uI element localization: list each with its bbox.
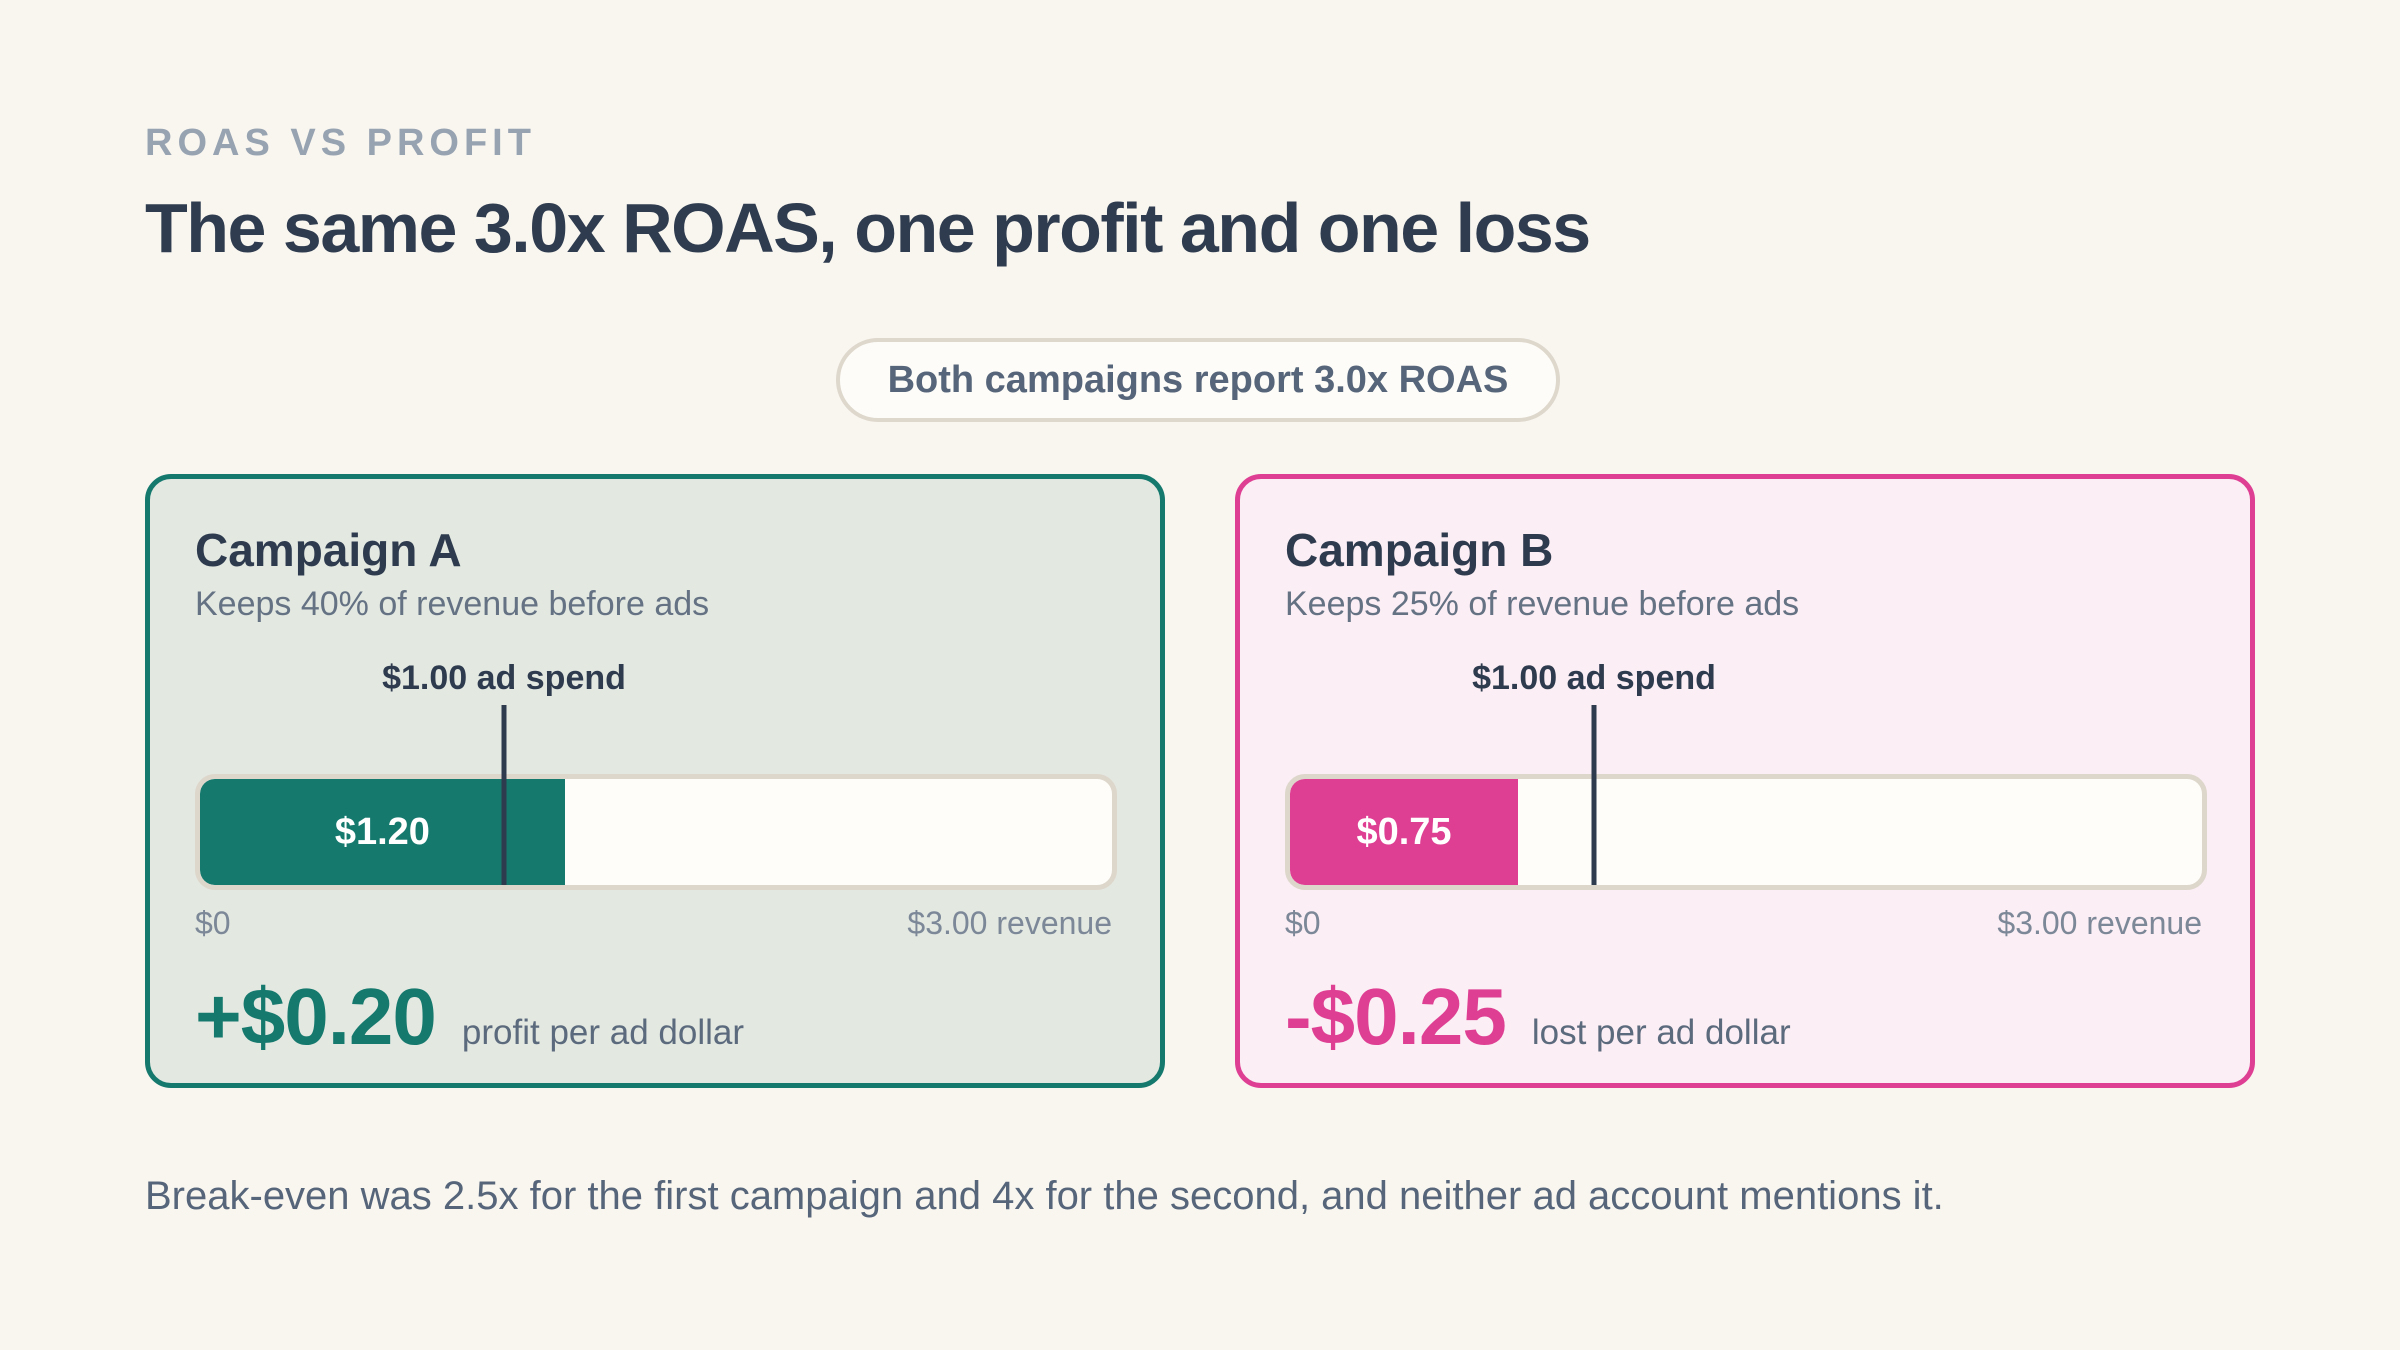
- campaign-b-axis-max: $3.00 revenue: [1997, 905, 2202, 941]
- campaign-b-subtitle: Keeps 25% of revenue before ads: [1285, 585, 1800, 623]
- campaign-a-spend-marker: [501, 705, 507, 885]
- campaign-b-card: Campaign B Keeps 25% of revenue before a…: [1235, 474, 2255, 1088]
- roas-pill: Both campaigns report 3.0x ROAS: [836, 338, 1560, 422]
- campaign-a-spend-label: $1.00 ad spend: [382, 659, 626, 697]
- campaign-b-bar-track: $0.75: [1285, 774, 2207, 890]
- campaign-a-result: +$0.20 profit per ad dollar: [195, 971, 744, 1063]
- campaign-a-card: Campaign A Keeps 40% of revenue before a…: [145, 474, 1165, 1088]
- campaign-b-result-label: lost per ad dollar: [1531, 1013, 1791, 1052]
- campaign-b-result-value: -$0.25: [1285, 972, 1507, 1061]
- campaign-a-title: Campaign A: [195, 524, 462, 576]
- campaign-a-result-value: +$0.20: [195, 972, 437, 1061]
- eyebrow-label: ROAS VS PROFIT: [145, 122, 536, 164]
- campaign-a-bar-label: $1.20: [334, 810, 430, 853]
- campaign-b-bar-fill: $0.75: [1290, 779, 1518, 885]
- campaign-a-bar-fill: $1.20: [200, 779, 565, 885]
- campaign-b-bar-label: $0.75: [1356, 810, 1452, 853]
- campaign-a-bar-track: $1.20: [195, 774, 1117, 890]
- campaign-b-result: -$0.25 lost per ad dollar: [1285, 971, 1791, 1063]
- campaign-b-axis-min: $0: [1285, 905, 1321, 941]
- page-title: The same 3.0x ROAS, one profit and one l…: [145, 189, 1591, 267]
- campaign-b-spend-label: $1.00 ad spend: [1472, 659, 1716, 697]
- campaign-a-subtitle: Keeps 40% of revenue before ads: [195, 585, 710, 623]
- campaign-a-result-label: profit per ad dollar: [461, 1013, 745, 1052]
- footnote: Break-even was 2.5x for the first campai…: [145, 1174, 1944, 1218]
- campaign-b-title: Campaign B: [1285, 524, 1554, 576]
- campaign-b-spend-marker: [1591, 705, 1597, 885]
- campaign-a-axis-min: $0: [195, 905, 231, 941]
- campaign-a-axis-max: $3.00 revenue: [907, 905, 1112, 941]
